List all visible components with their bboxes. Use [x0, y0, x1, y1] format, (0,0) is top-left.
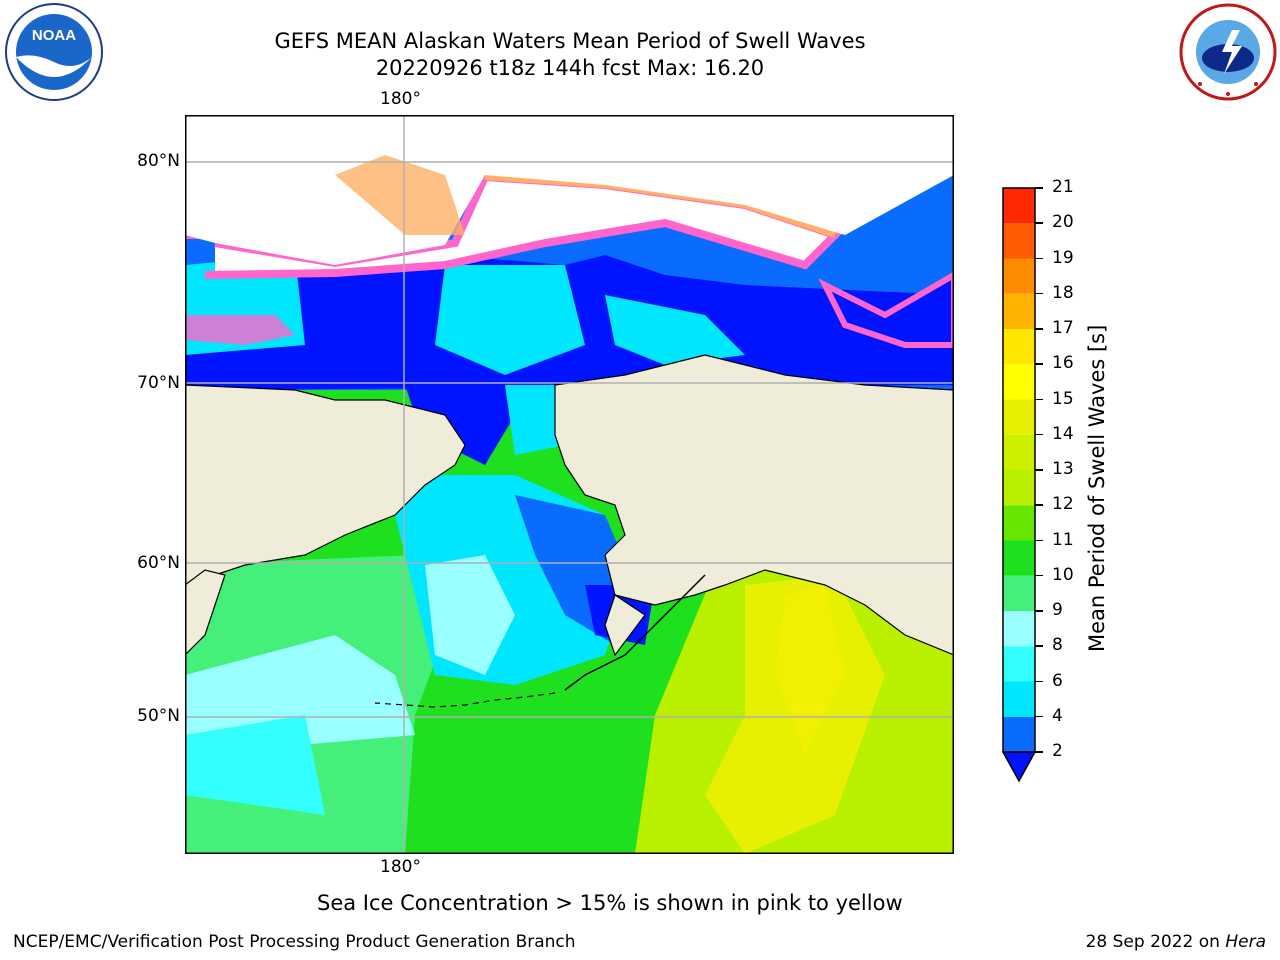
colorbar-tick-label: 12 — [1052, 494, 1074, 515]
colorbar-segment — [1003, 575, 1035, 611]
colorbar-segment — [1003, 258, 1035, 294]
noaa-logo: NOAA — [5, 3, 103, 101]
graticule — [185, 115, 954, 854]
lon-label-bottom: 180° — [380, 857, 421, 877]
colorbar-tick-label: 21 — [1052, 177, 1074, 197]
colorbar-tick-label: 4 — [1052, 705, 1063, 726]
colorbar-tick-mark — [1035, 751, 1043, 753]
lat-label-60: 60°N — [137, 553, 180, 573]
colorbar-tick-label: 9 — [1052, 600, 1063, 620]
footer-date-text: 28 Sep 2022 on — [1085, 932, 1226, 952]
sea-ice-note: Sea Ice Concentration > 15% is shown in … — [317, 891, 903, 915]
colorbar-segment — [1003, 716, 1035, 752]
colorbar-segment — [1003, 364, 1035, 400]
colorbar-tick-mark — [1035, 187, 1043, 189]
colorbar-tick-label: 14 — [1052, 423, 1074, 444]
colorbar-tick-mark — [1035, 504, 1043, 506]
colorbar-tick-mark — [1035, 257, 1043, 259]
noaa-logo-text: NOAA — [32, 27, 76, 44]
colorbar-tick-mark — [1035, 539, 1043, 541]
colorbar-tick-mark — [1035, 398, 1043, 400]
colorbar-tick-label: 16 — [1052, 353, 1074, 374]
colorbar-segment — [1003, 434, 1035, 470]
colorbar-tick-label: 11 — [1052, 529, 1074, 550]
colorbar-title: Mean Period of Swell Waves [s] — [1085, 324, 1109, 652]
footer-date: 28 Sep 2022 on Hera — [1086, 932, 1266, 952]
colorbar-tick-label: 18 — [1052, 282, 1074, 303]
chart-title-line2: 20220926 t18z 144h fcst Max: 16.20 — [375, 56, 765, 80]
colorbar-segment — [1003, 470, 1035, 506]
colorbar-tick-label: 20 — [1052, 212, 1074, 233]
lon-label-top: 180° — [380, 89, 421, 109]
colorbar-tick-mark — [1035, 469, 1043, 471]
colorbar-segment — [1003, 399, 1035, 435]
colorbar-segment — [1003, 646, 1035, 682]
land-alaska — [554, 354, 954, 656]
colorbar-segment — [1003, 223, 1035, 259]
colorbar-tick-mark — [1035, 645, 1043, 647]
lat-label-70: 70°N — [137, 373, 180, 393]
colorbar-segment — [1003, 188, 1035, 224]
land-siberia — [185, 384, 466, 586]
colorbar-tick-label: 15 — [1052, 388, 1074, 409]
colorbar-tick-mark — [1035, 680, 1043, 682]
swell-period-map — [185, 115, 954, 854]
footer-branch: NCEP/EMC/Verification Post Processing Pr… — [13, 932, 576, 952]
nws-logo — [1179, 3, 1277, 101]
lat-label-50: 50°N — [137, 706, 180, 726]
colorbar-tick-mark — [1035, 574, 1043, 577]
footer-host: Hera — [1225, 932, 1266, 952]
colorbar-tick-mark — [1035, 715, 1043, 718]
colorbar-tick-label: 10 — [1052, 564, 1074, 585]
colorbar-segment — [1003, 611, 1035, 647]
colorbar-segment — [1003, 293, 1035, 329]
colorbar-tick-mark — [1035, 222, 1043, 224]
colorbar-tick-label: 13 — [1052, 459, 1074, 479]
colorbar-segment — [1003, 540, 1035, 576]
colorbar-tick-label: 2 — [1052, 741, 1063, 761]
colorbar — [1001, 187, 1037, 783]
colorbar-tick-label: 6 — [1052, 670, 1063, 691]
colorbar-segment — [1003, 329, 1035, 365]
colorbar-tick-mark — [1035, 328, 1043, 330]
map-frame — [185, 115, 954, 854]
chart-title-line1: GEFS MEAN Alaskan Waters Mean Period of … — [274, 29, 866, 53]
colorbar-tick-label: 17 — [1052, 318, 1074, 338]
colorbar-tick-mark — [1035, 610, 1043, 612]
colorbar-tick-mark — [1035, 433, 1043, 436]
colorbar-segment — [1003, 681, 1035, 717]
colorbar-tick-label: 19 — [1052, 247, 1074, 268]
colorbar-tick-label: 8 — [1052, 635, 1063, 656]
lat-label-80: 80°N — [137, 151, 180, 171]
colorbar-tick-mark — [1035, 363, 1043, 365]
colorbar-segment — [1003, 505, 1035, 541]
colorbar-tick-mark — [1035, 292, 1043, 295]
